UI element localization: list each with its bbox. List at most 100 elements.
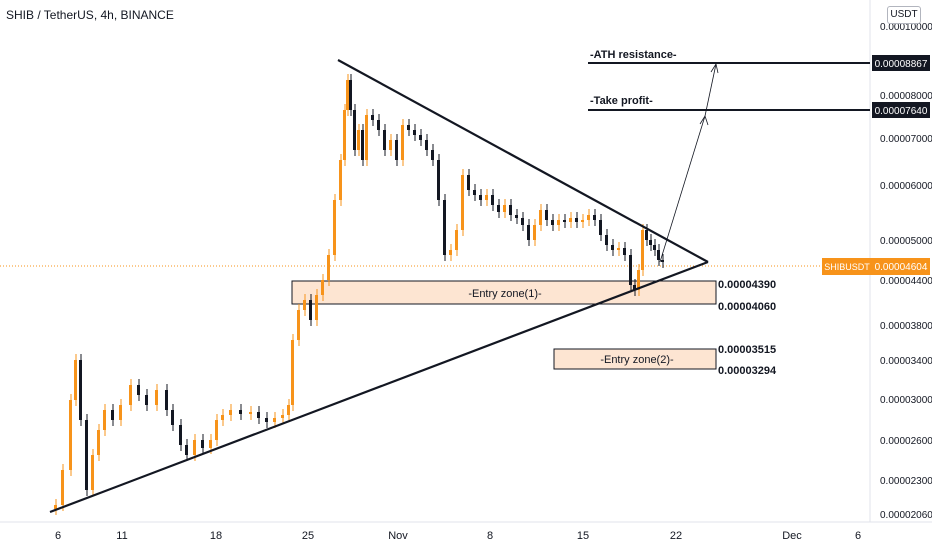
candle-body <box>239 410 242 414</box>
candle-body <box>155 390 158 405</box>
candle-body <box>641 230 644 270</box>
x-tick: Nov <box>388 530 408 542</box>
candle-body <box>617 248 620 250</box>
candle-body <box>249 412 252 414</box>
x-tick: 8 <box>487 530 493 542</box>
candle-body <box>343 110 346 160</box>
last-price-tag <box>872 258 930 275</box>
candle-body <box>111 410 114 420</box>
candle-body <box>257 412 260 418</box>
candle-body <box>389 140 392 150</box>
y-tick: 0.00002300 <box>880 476 932 487</box>
y-tick: 0.00003400 <box>880 356 932 367</box>
candle-body <box>637 270 640 290</box>
ath-price-text: 0.00008867 <box>875 59 928 70</box>
candle-body <box>587 215 590 220</box>
candle-body <box>365 115 368 160</box>
candle-body <box>419 135 422 140</box>
y-tick: 0.00006000 <box>880 181 932 192</box>
projection-arrows <box>659 62 719 263</box>
candle-body <box>569 218 572 222</box>
candle-body <box>551 220 554 225</box>
x-tick: 6 <box>55 530 61 542</box>
candle-body <box>371 115 374 120</box>
candle-body <box>413 130 416 135</box>
entry-zone-2-box[interactable] <box>553 348 717 370</box>
candle-body <box>119 405 122 420</box>
candle-body <box>339 160 342 200</box>
y-axis: 0.00010000 0.00008000 0.00007000 0.00006… <box>880 22 932 521</box>
candle-body <box>361 130 364 160</box>
candle-body <box>407 125 410 130</box>
candle-body <box>521 218 524 225</box>
candle-body <box>349 80 352 110</box>
candle-body <box>653 245 656 250</box>
candle-body <box>297 310 300 340</box>
candle-body <box>515 215 518 218</box>
lower-trendline[interactable] <box>49 260 709 514</box>
symbol-tag-text: SHIBUSDT <box>824 262 870 272</box>
candle-body <box>557 220 560 225</box>
candle-body <box>599 220 602 235</box>
candle-body <box>69 400 72 470</box>
candle-body <box>215 420 218 440</box>
ath-resistance-label: -ATH resistance- <box>590 49 677 61</box>
x-tick: 6 <box>855 530 861 542</box>
candle-body <box>545 210 548 220</box>
candle-body <box>346 80 349 110</box>
upper-trendline[interactable] <box>337 59 709 263</box>
ath-price-tag <box>872 55 930 71</box>
candle-body <box>145 395 148 405</box>
entry-zone-2-label: -Entry zone(2)- <box>600 354 674 366</box>
candle-body <box>97 430 100 455</box>
candle-body <box>309 300 312 320</box>
candle-body <box>383 130 386 150</box>
x-tick: 11 <box>116 530 127 542</box>
candle-body <box>179 425 182 445</box>
candle-body <box>443 200 446 255</box>
zone1-top-price: 0.00004390 <box>718 279 776 291</box>
candle-body <box>165 390 168 410</box>
x-tick: 22 <box>670 530 682 542</box>
candle-body <box>221 415 224 420</box>
candle-body <box>593 215 596 220</box>
candle-body <box>74 360 77 400</box>
candle-body <box>303 300 306 310</box>
candle-body <box>467 175 470 190</box>
candle-body <box>377 120 380 130</box>
candle-body <box>265 418 268 422</box>
tp-price-text: 0.00007640 <box>875 106 928 117</box>
candle-body <box>395 140 398 160</box>
candle-body <box>581 220 584 222</box>
candle-body <box>209 440 212 448</box>
candle-body <box>353 110 356 150</box>
candle-body <box>497 205 500 212</box>
y-tick: 0.00008000 <box>880 91 932 102</box>
last-price-text: 0.00004604 <box>875 262 928 273</box>
currency-button[interactable]: USDT <box>887 6 921 24</box>
zone2-top-price: 0.00003515 <box>718 344 776 356</box>
x-axis: 6 11 18 25 Nov 8 15 22 Dec 6 <box>55 530 861 542</box>
candle-body <box>129 385 132 405</box>
candle-body <box>281 415 284 418</box>
candle-body <box>91 455 94 490</box>
candle-body <box>563 220 566 222</box>
candle-body <box>79 360 82 420</box>
candle-body <box>103 410 106 430</box>
candle-body <box>611 245 614 250</box>
candle-body <box>645 230 648 240</box>
candle-body <box>661 260 664 262</box>
candle-body <box>401 125 404 160</box>
zone2-bottom-price: 0.00003294 <box>718 365 777 377</box>
y-tick: 0.00005000 <box>880 236 932 247</box>
candle-body <box>357 130 360 150</box>
chart-title: SHIB / TetherUS, 4h, BINANCE <box>6 8 174 22</box>
candles-group <box>54 74 664 515</box>
y-tick: 0.00002600 <box>880 436 932 447</box>
zone1-bottom-price: 0.00004060 <box>718 301 776 313</box>
candle-body <box>449 250 452 255</box>
candle-body <box>287 405 290 415</box>
x-tick: Dec <box>782 530 802 542</box>
candle-body <box>185 445 188 455</box>
